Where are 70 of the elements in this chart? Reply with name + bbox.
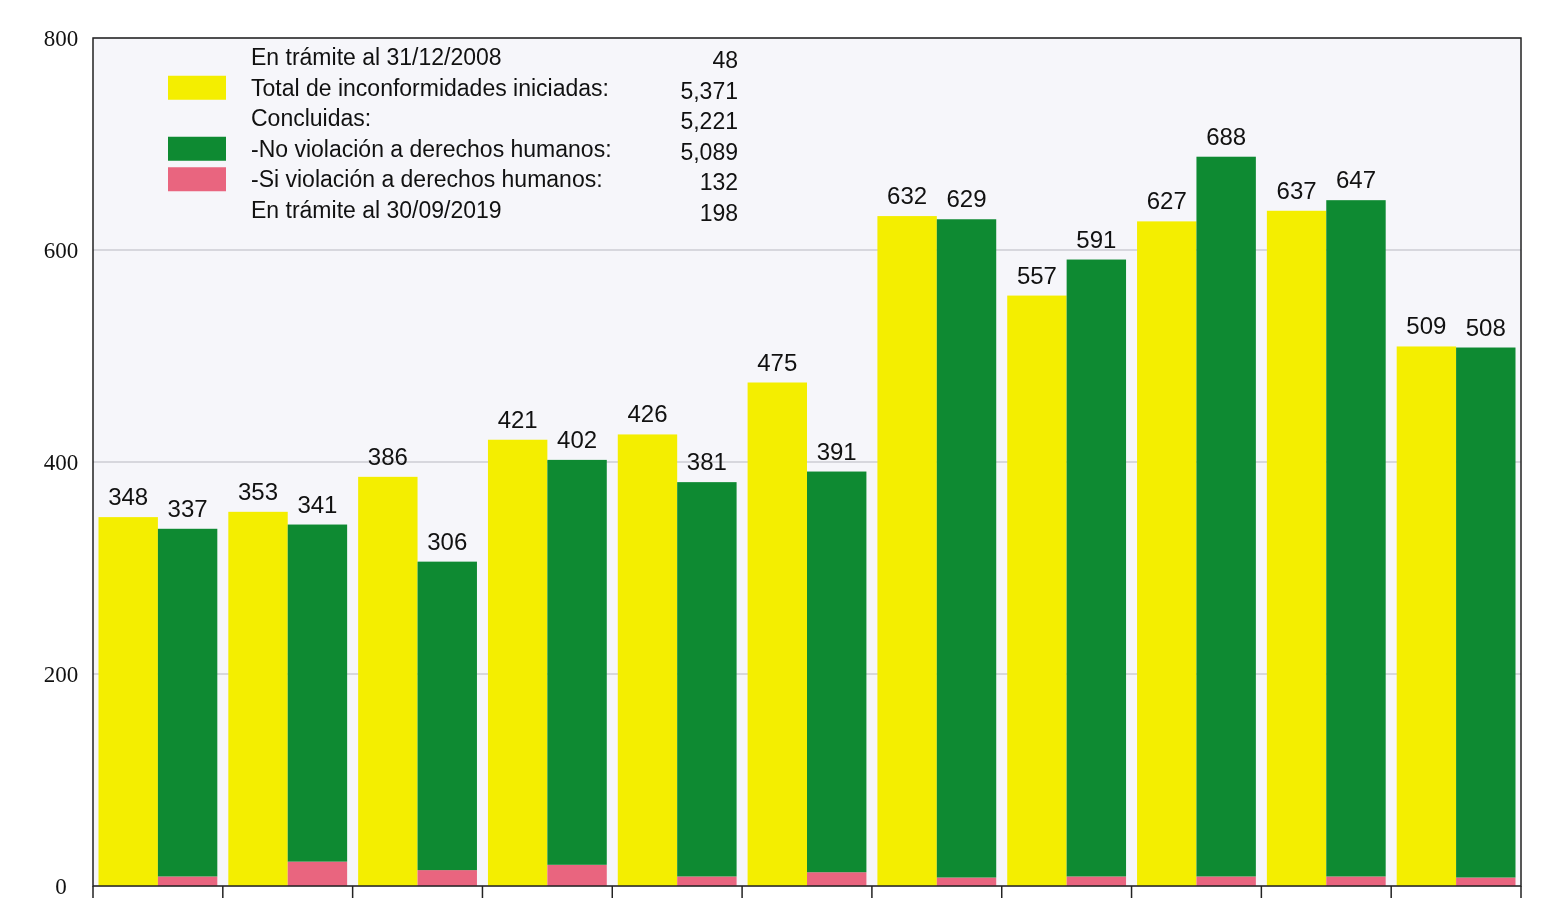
bar	[358, 476, 418, 886]
bar	[807, 471, 867, 873]
bar	[547, 459, 607, 865]
bar	[1196, 876, 1256, 886]
bar	[157, 876, 218, 886]
bar	[1007, 295, 1067, 886]
bar	[1137, 221, 1197, 886]
bar	[287, 524, 348, 862]
bar	[1326, 876, 1386, 886]
total-label: 688	[1206, 122, 1247, 150]
bar	[677, 482, 737, 877]
bar	[1196, 156, 1256, 877]
y-tick-label: 400	[43, 449, 79, 475]
bar	[487, 439, 548, 886]
total-label: 647	[1335, 166, 1376, 194]
bar	[157, 528, 218, 877]
bar	[747, 382, 807, 886]
data-label: 353	[238, 477, 279, 505]
data-label: 509	[1406, 312, 1447, 340]
annotation: En trámite al 31/12/2008	[251, 44, 502, 71]
bar	[1066, 259, 1127, 877]
data-label: 421	[497, 405, 538, 433]
bar	[1066, 876, 1127, 886]
annotation: 48	[712, 47, 738, 74]
bar	[936, 219, 997, 878]
bar	[617, 434, 678, 886]
bar	[1456, 347, 1516, 878]
data-label: 426	[627, 400, 668, 428]
annotation: 5,089	[680, 138, 738, 165]
data-label: 632	[887, 182, 928, 210]
bar	[807, 872, 867, 886]
annotation: 5,371	[680, 77, 738, 104]
total-label: 508	[1465, 313, 1506, 341]
bar	[417, 870, 477, 886]
legend-label: Total de inconformidades iniciadas:	[251, 74, 609, 101]
y-tick-label: 800	[43, 25, 79, 51]
total-label: 341	[297, 490, 338, 518]
bar	[287, 861, 348, 886]
bar	[677, 876, 737, 886]
bar	[417, 561, 477, 871]
y-tick-label: 600	[43, 237, 79, 263]
bar	[877, 216, 937, 886]
data-label: 348	[108, 483, 149, 511]
total-label: 629	[946, 185, 987, 213]
bar	[1326, 200, 1386, 877]
annotation: Concluidas:	[251, 105, 372, 132]
bar	[1266, 210, 1327, 886]
data-label: 386	[367, 442, 408, 470]
annotation: 198	[699, 199, 738, 226]
bar	[1396, 346, 1457, 886]
legend-label: -Si violación a derechos humanos:	[251, 166, 603, 193]
annotation: 5,221	[680, 108, 738, 135]
data-label: 557	[1016, 261, 1057, 289]
total-label: 306	[427, 527, 468, 555]
total-label: 381	[686, 448, 727, 476]
y-tick-label: 0	[55, 873, 67, 899]
total-label: 391	[816, 437, 857, 465]
legend-label: -No violación a derechos humanos:	[251, 135, 612, 162]
y-tick-label: 200	[43, 661, 79, 687]
total-label: 402	[557, 425, 598, 453]
bar	[228, 511, 288, 886]
annotation: 132	[699, 169, 738, 196]
data-label: 637	[1276, 176, 1317, 204]
total-label: 337	[167, 494, 208, 522]
total-label: 591	[1076, 225, 1117, 253]
annotation: En trámite al 30/09/2019	[251, 196, 502, 223]
bar	[98, 517, 158, 886]
data-label: 475	[757, 348, 798, 376]
bar	[547, 864, 607, 886]
data-label: 627	[1146, 187, 1187, 215]
